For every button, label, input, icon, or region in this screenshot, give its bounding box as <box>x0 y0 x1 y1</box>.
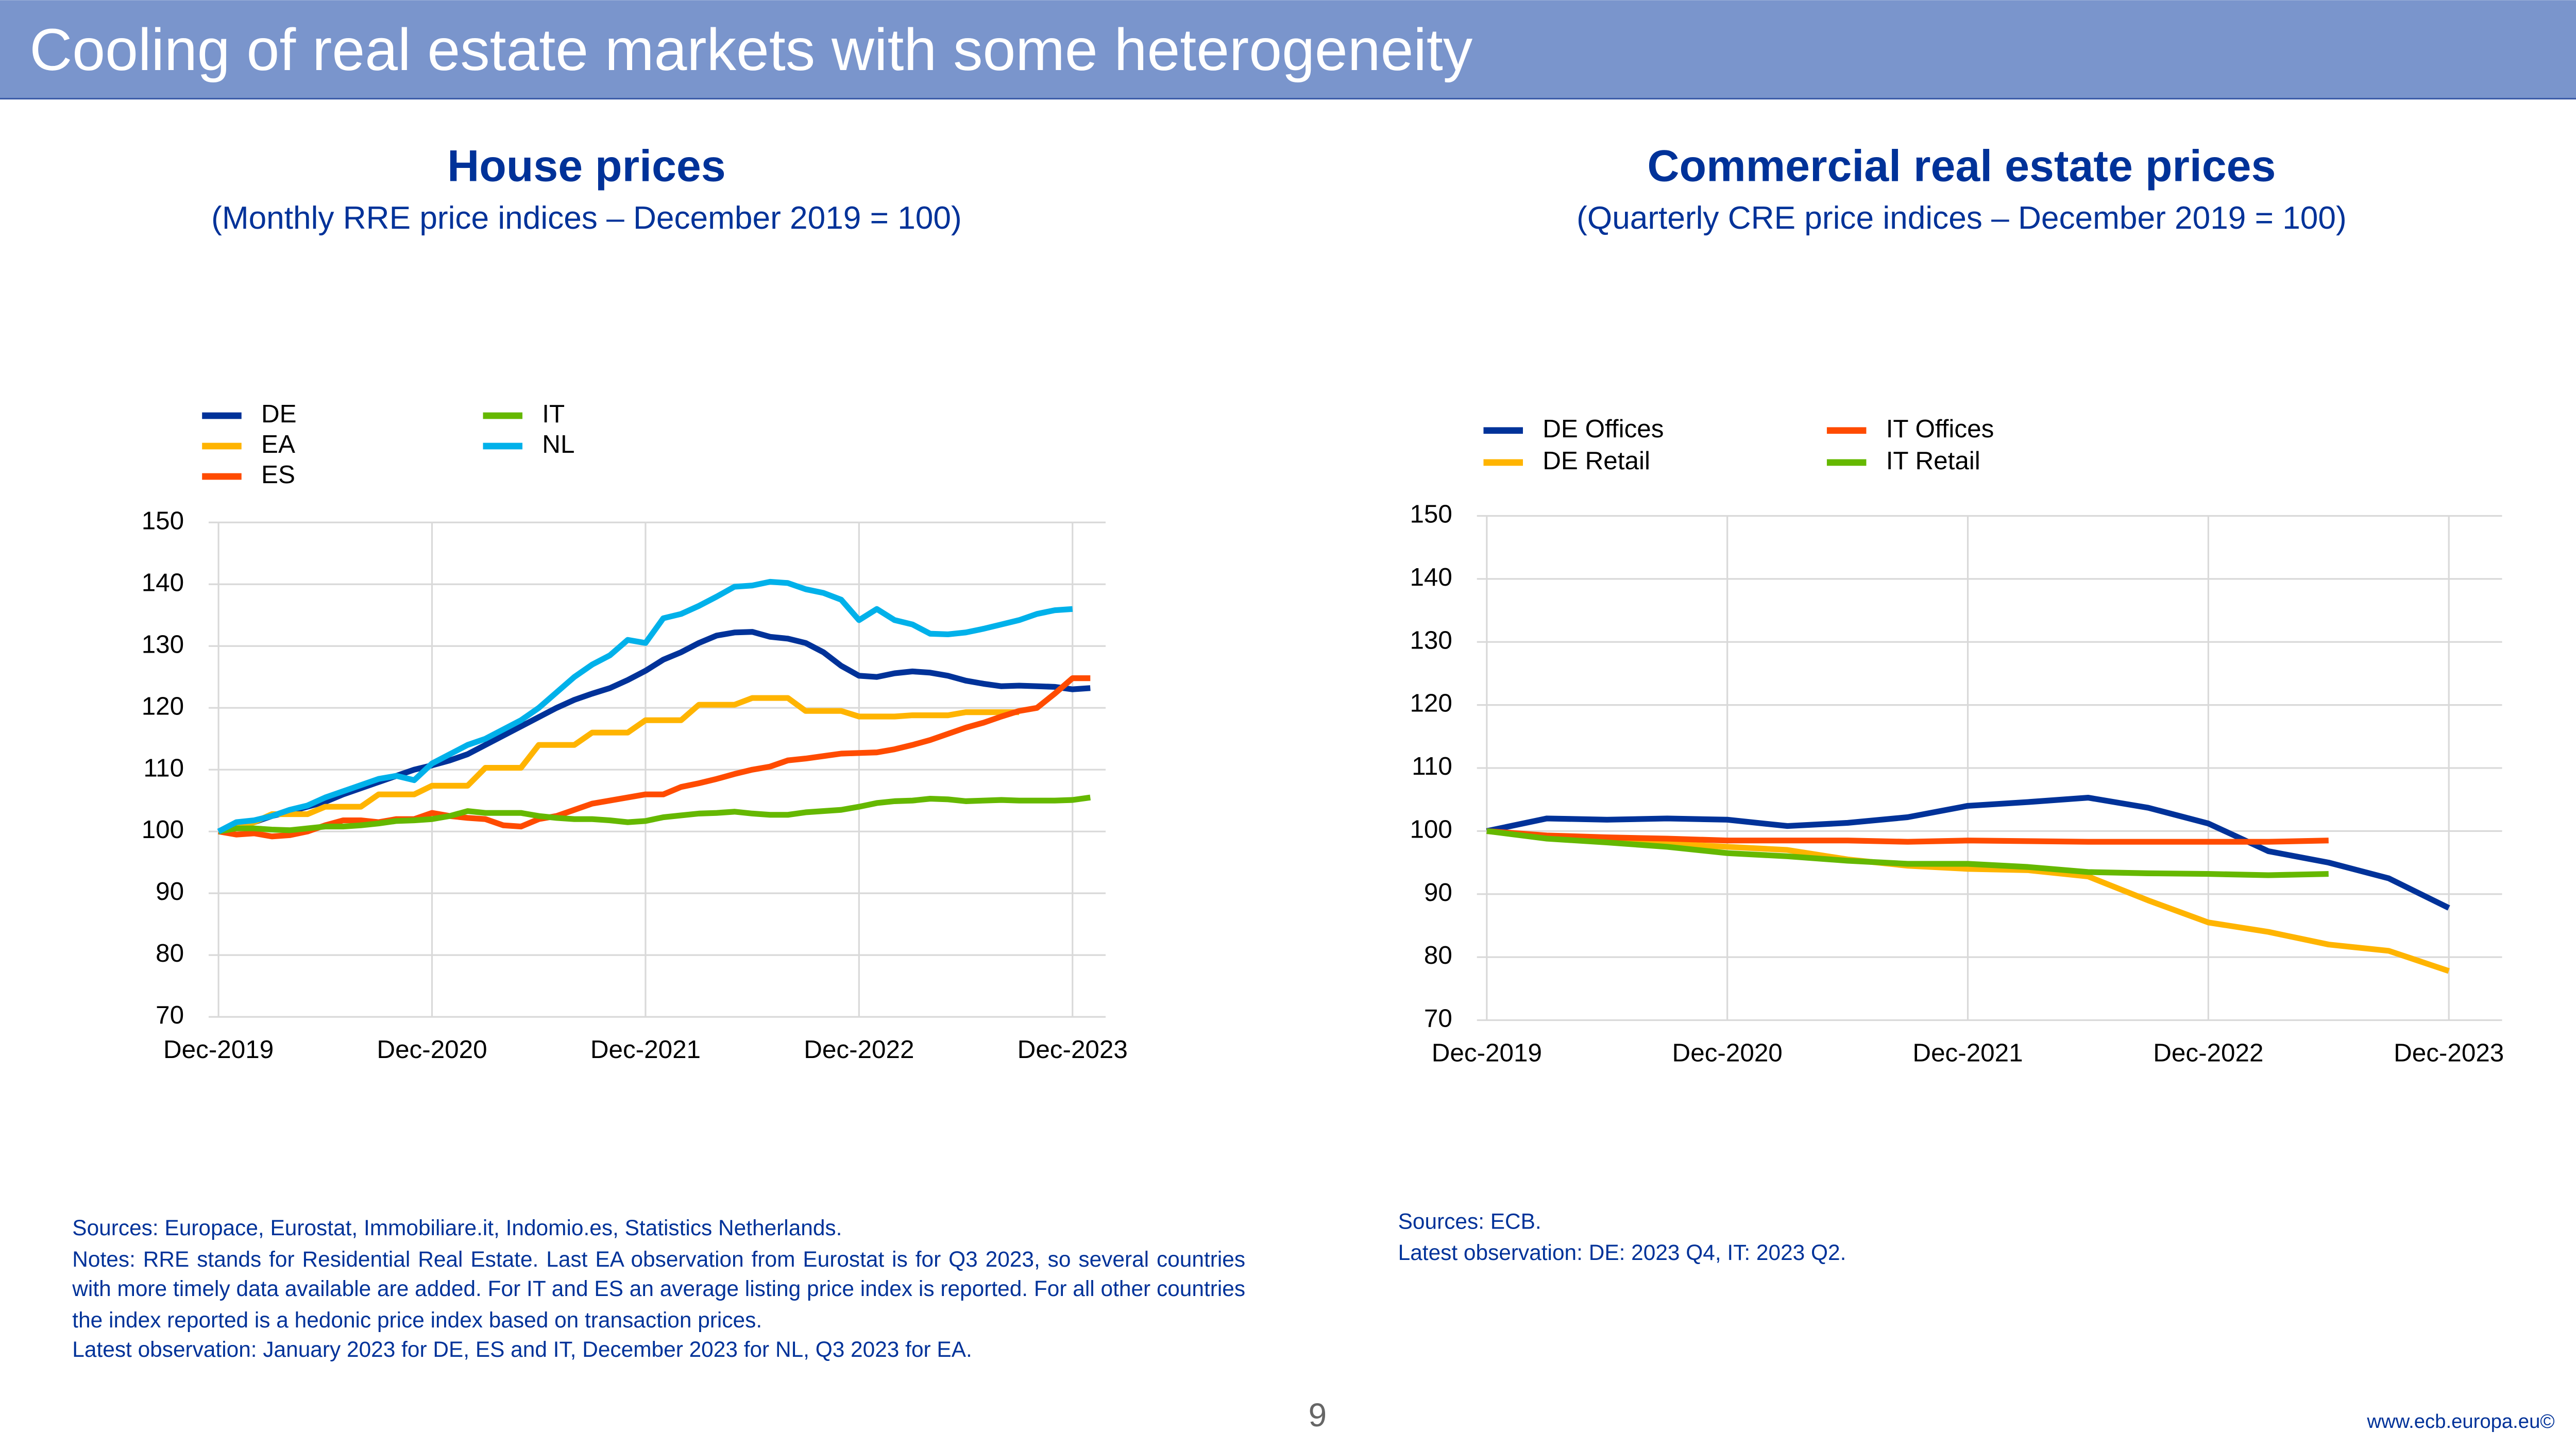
x-tick-label: Dec-2023 <box>2394 1039 2504 1067</box>
legend-label: NL <box>542 430 574 458</box>
notes-box: Sources: Europace, Eurostat, Immobiliare… <box>72 1214 1245 1366</box>
y-tick-label: 100 <box>1410 815 1452 843</box>
chart-title: House prices <box>447 141 726 191</box>
header-bar <box>0 0 2576 99</box>
y-tick-label: 70 <box>1424 1004 1452 1033</box>
chart-subtitle: (Quarterly CRE price indices – December … <box>1577 200 2347 236</box>
y-tick-label: 150 <box>142 506 184 535</box>
series-line <box>217 578 1073 834</box>
y-tick-label: 140 <box>1410 563 1452 591</box>
page-number: 9 <box>1309 1396 1327 1434</box>
x-tick-label: Dec-2023 <box>1018 1035 1128 1064</box>
slide-title: Cooling of real estate markets with some… <box>29 17 1472 83</box>
series-line <box>218 675 1091 840</box>
series-line <box>217 629 1091 834</box>
x-tick-label: Dec-2019 <box>163 1035 274 1064</box>
legend-label: DE Offices <box>1543 415 1664 443</box>
legend-label: IT Offices <box>1886 415 1994 443</box>
y-tick-label: 120 <box>1410 689 1452 718</box>
y-tick-label: 120 <box>142 692 184 720</box>
y-tick-label: 90 <box>1424 878 1452 907</box>
x-tick-label: Dec-2021 <box>1912 1039 2023 1067</box>
x-tick-label: Dec-2020 <box>1672 1039 1783 1067</box>
notes-box: Sources: ECB. Latest observation: DE: 202… <box>1398 1207 2252 1268</box>
x-tick-label: Dec-2022 <box>804 1035 914 1064</box>
legend-label: EA <box>261 430 295 458</box>
y-tick-label: 150 <box>1410 500 1452 529</box>
x-tick-label: Dec-2021 <box>590 1035 701 1064</box>
notes: Sources: ECB. Latest observation: DE: 202… <box>1398 1207 2252 1268</box>
legend-label: IT <box>542 400 565 428</box>
y-tick-label: 110 <box>143 754 184 782</box>
y-tick-label: 80 <box>156 939 184 967</box>
y-tick-label: 140 <box>142 568 184 596</box>
chart-subtitle: (Monthly RRE price indices – December 20… <box>211 200 962 236</box>
y-tick-label: 130 <box>1410 626 1452 654</box>
series-line <box>1486 794 2450 911</box>
chart-title: Commercial real estate prices <box>1647 141 2276 191</box>
note-line: Sources: ECB. <box>1398 1209 1541 1234</box>
legend-label: ES <box>261 461 295 489</box>
footer-url: www.ecb.europa.eu© <box>2366 1410 2554 1433</box>
series-line <box>218 695 1020 834</box>
series-line <box>218 794 1091 834</box>
note-line: Sources: Europace, Eurostat, Immobiliare… <box>72 1215 842 1240</box>
y-tick-label: 130 <box>142 630 184 658</box>
y-tick-label: 80 <box>1424 941 1452 969</box>
y-tick-label: 110 <box>1412 752 1452 780</box>
note-line: Notes: RRE stands for Residential Real E… <box>72 1246 1246 1332</box>
note-line: Latest observation: January 2023 for DE,… <box>72 1337 972 1362</box>
legend-label: DE <box>261 400 297 428</box>
series-line <box>1486 828 2329 878</box>
x-tick-label: Dec-2020 <box>377 1035 487 1064</box>
y-tick-label: 100 <box>142 815 184 844</box>
legend-label: IT Retail <box>1886 447 1980 475</box>
x-tick-label: Dec-2019 <box>1432 1039 1542 1067</box>
legend-label: DE Retail <box>1543 447 1650 475</box>
y-tick-label: 90 <box>156 877 184 906</box>
note-line: Latest observation: DE: 2023 Q4, IT: 202… <box>1398 1239 1846 1265</box>
series-line <box>1486 828 2329 845</box>
y-tick-label: 70 <box>156 1001 184 1029</box>
x-tick-label: Dec-2022 <box>2153 1039 2263 1067</box>
notes: Sources: Europace, Eurostat, Immobiliare… <box>72 1214 1245 1366</box>
